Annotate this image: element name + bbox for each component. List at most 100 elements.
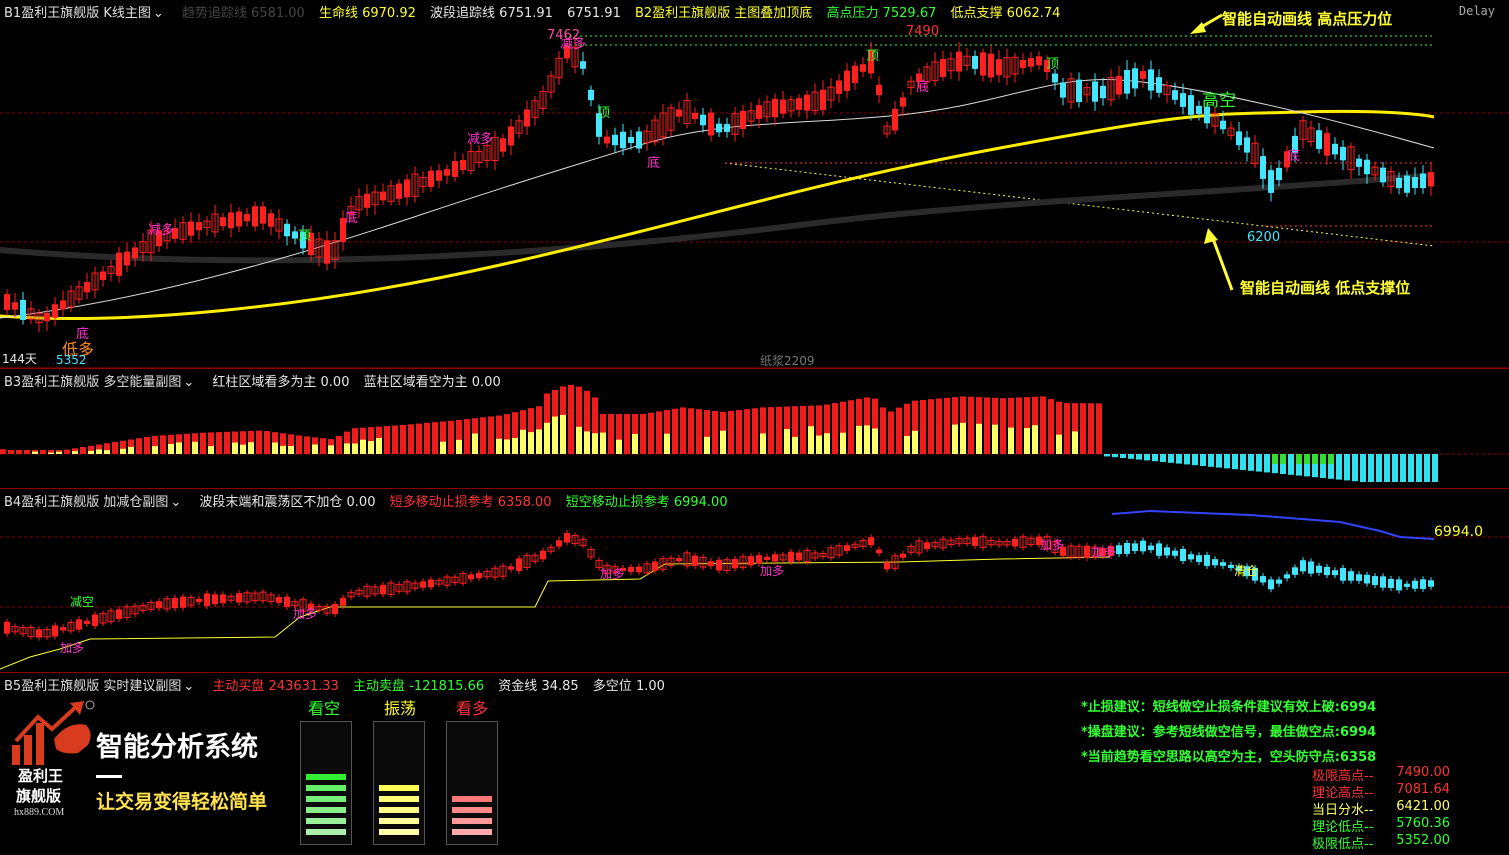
candle-body [940, 59, 946, 77]
energy-bar [1016, 397, 1022, 454]
energy-bar-yellow [904, 435, 910, 454]
candle-body [1388, 578, 1394, 588]
candle-hollow [499, 565, 507, 577]
candle-hollow [683, 99, 691, 125]
candle-hollow [643, 563, 651, 574]
energy-bar [496, 415, 502, 454]
candle-body [1260, 156, 1266, 179]
candle-body [540, 550, 546, 560]
candle-hollow [931, 61, 939, 81]
signal-di: 底 [345, 210, 358, 226]
candle-hollow [1107, 76, 1115, 101]
candle-body [1324, 566, 1330, 576]
main-title[interactable]: B1盈利王旗舰版 K线主图 [4, 6, 151, 21]
sub4-title[interactable]: B4盈利王旗舰版 加减仓副图 [4, 495, 169, 510]
candle-body [236, 593, 242, 603]
energy-bar [288, 434, 294, 454]
chevron-down-icon[interactable]: ⌄ [152, 6, 164, 21]
candle-body [36, 629, 42, 638]
candle-hollow [659, 112, 667, 138]
energy-bar-blue [1392, 454, 1398, 482]
energy-bar-yellow [1032, 425, 1038, 454]
position-chart[interactable] [0, 489, 1509, 673]
sub5-title[interactable]: B5盈利王旗舰版 实时建议副图 [4, 679, 182, 694]
support-label: 低点支撑 6062.74 [950, 6, 1061, 21]
price-mark-top: 7490 [906, 24, 940, 39]
energy-bar-yellow [248, 442, 254, 454]
candle-hollow [1067, 78, 1075, 103]
candle-body [612, 134, 618, 146]
energy-bar [896, 407, 902, 454]
energy-bars-chart[interactable] [0, 369, 1509, 489]
chevron-down-icon[interactable]: ⌄ [170, 495, 182, 510]
energy-subchart-panel[interactable]: B3盈利王旗舰版 多空能量副图 ⌄ 红柱区域看多为主 0.00 蓝柱区域看空为主 … [0, 368, 1509, 489]
candle-body [236, 211, 242, 227]
candle-hollow [571, 535, 579, 545]
candle-body [1180, 93, 1186, 107]
candle-body [916, 73, 922, 82]
candle-hollow [859, 540, 867, 547]
energy-bar [512, 412, 518, 454]
candle-body [1356, 574, 1362, 581]
long-stop-label: 短多移动止损参考 6358.00 [389, 495, 552, 510]
candle-hollow [27, 308, 35, 320]
energy-bar [144, 436, 150, 454]
short-stop-label: 短空移动止损参考 6994.00 [565, 495, 728, 510]
energy-bar-yellow [536, 429, 542, 454]
energy-bar-yellow [368, 441, 374, 454]
candle-hollow [515, 120, 523, 134]
candle-body [340, 597, 346, 606]
candle-body [596, 113, 602, 137]
candle-hollow [67, 290, 75, 308]
candle-hollow [323, 605, 331, 614]
signal-di: 底 [916, 79, 929, 95]
position-subchart-panel[interactable]: B4盈利王旗舰版 加减仓副图 ⌄ 波段末端和震荡区不加仓 0.00 短多移动止损参… [0, 488, 1509, 673]
signal-jianduo: 减多 [148, 222, 174, 238]
support-line [724, 162, 1435, 247]
energy-bar-yellow [440, 441, 446, 454]
energy-bar [792, 406, 798, 454]
energy-bar [96, 444, 102, 454]
energy-bar [200, 432, 206, 454]
main-chart-panel[interactable]: 顶顶顶顶底底底底底减多 减多 减多 B1盈利王旗舰版 K线主图 ⌄ 趋势追踪线 658… [0, 0, 1509, 368]
candle-hollow [1091, 546, 1099, 558]
energy-bar [8, 450, 14, 454]
active-buy-label: 主动买盘 243631.33 [212, 679, 339, 694]
advice-subchart-panel[interactable]: B5盈利王旗舰版 实时建议副图 ⌄ 主动买盘 243631.33 主动卖盘 -12… [0, 672, 1509, 855]
candle-hollow [1043, 536, 1051, 550]
candle-body [980, 52, 986, 76]
candle-body [996, 59, 1002, 76]
energy-bar [368, 427, 374, 454]
candle-body [260, 206, 266, 224]
candle-hollow [611, 566, 619, 573]
candle-body [1060, 82, 1066, 98]
candle-hollow [603, 564, 611, 574]
candle-body [756, 105, 762, 119]
candle-body [20, 299, 26, 321]
sub3-title[interactable]: B3盈利王旗舰版 多空能量副图 [4, 375, 182, 390]
candle-body [1324, 133, 1330, 156]
energy-bar-yellow [824, 433, 830, 454]
energy-bar-yellow [360, 439, 366, 454]
days-label: 144天 [2, 352, 37, 366]
energy-bar-yellow [232, 442, 238, 454]
arrow-icon [1204, 228, 1218, 244]
energy-bar-blue [1112, 454, 1118, 458]
candle-body [988, 53, 994, 78]
energy-bar-blue [1352, 454, 1358, 482]
candle-body [428, 170, 434, 187]
candle-body [836, 80, 842, 94]
candle-body [1364, 574, 1370, 584]
jiaduo-tag-6: 加多 [1092, 545, 1117, 559]
chevron-down-icon[interactable]: ⌄ [183, 679, 195, 694]
energy-bar-yellow [584, 431, 590, 454]
candle-body [556, 540, 562, 547]
chevron-down-icon[interactable]: ⌄ [183, 375, 195, 390]
candle-body [1092, 81, 1098, 102]
candle-body [1188, 554, 1194, 560]
candle-body [1284, 151, 1290, 168]
energy-bar-blue [1160, 454, 1166, 462]
candle-body [1292, 135, 1298, 154]
candle-body [340, 218, 346, 242]
